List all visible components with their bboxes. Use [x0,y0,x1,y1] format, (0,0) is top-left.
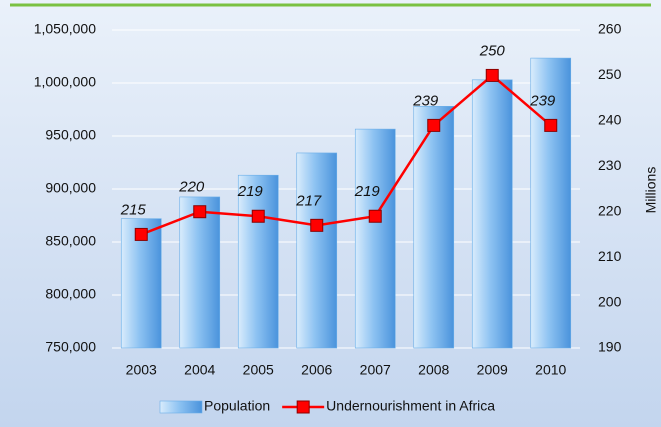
legend-label: Undernourishment in Africa [326,398,495,414]
marker [485,68,499,82]
data-label: 215 [120,201,147,218]
x-tick-label: 2004 [184,362,215,378]
x-tick-label: 2009 [477,362,508,378]
y2-tick-label: 230 [598,157,622,173]
x-tick-label: 2008 [418,362,449,378]
bar [354,128,396,349]
data-label: 220 [178,179,205,196]
data-label: 239 [529,92,556,109]
bar [296,152,338,349]
data-label: 250 [479,42,506,59]
bar [237,174,279,349]
bar [413,106,455,349]
data-label: 219 [237,183,264,200]
y2-tick-label: 240 [598,112,622,128]
y-tick-label: 850,000 [45,233,96,249]
y2-tick-label: 260 [598,21,622,37]
x-tick-label: 2007 [360,362,391,378]
data-label: 217 [295,192,322,209]
x-tick-label: 2003 [126,362,157,378]
y-tick-label: 1,050,000 [34,21,96,37]
y2-tick-label: 210 [598,248,622,264]
data-label: 219 [354,183,381,200]
y2-tick-label: 220 [598,202,622,218]
legend-marker [296,400,310,414]
marker [193,205,207,219]
y2-tick-label: 250 [598,66,622,82]
x-tick-label: 2005 [243,362,274,378]
y2-tick-label: 190 [598,339,622,355]
y-tick-label: 750,000 [45,339,96,355]
y-tick-label: 800,000 [45,286,96,302]
y-tick-label: 900,000 [45,180,96,196]
marker [310,218,324,232]
data-label: 239 [412,92,439,109]
marker [544,118,558,132]
line [140,73,552,236]
bar [179,196,221,349]
marker [251,209,265,223]
legend-label: Population [204,398,270,414]
y-tick-label: 1,000,000 [34,74,96,90]
marker [134,227,148,241]
marker [368,209,382,223]
legend-swatch [159,400,203,414]
x-tick-label: 2006 [301,362,332,378]
y2-axis-label: Millions [643,167,659,214]
y-tick-label: 950,000 [45,127,96,143]
marker [427,118,441,132]
y2-tick-label: 200 [598,293,622,309]
bar [530,57,572,349]
x-tick-label: 2010 [535,362,566,378]
bar [471,79,513,349]
